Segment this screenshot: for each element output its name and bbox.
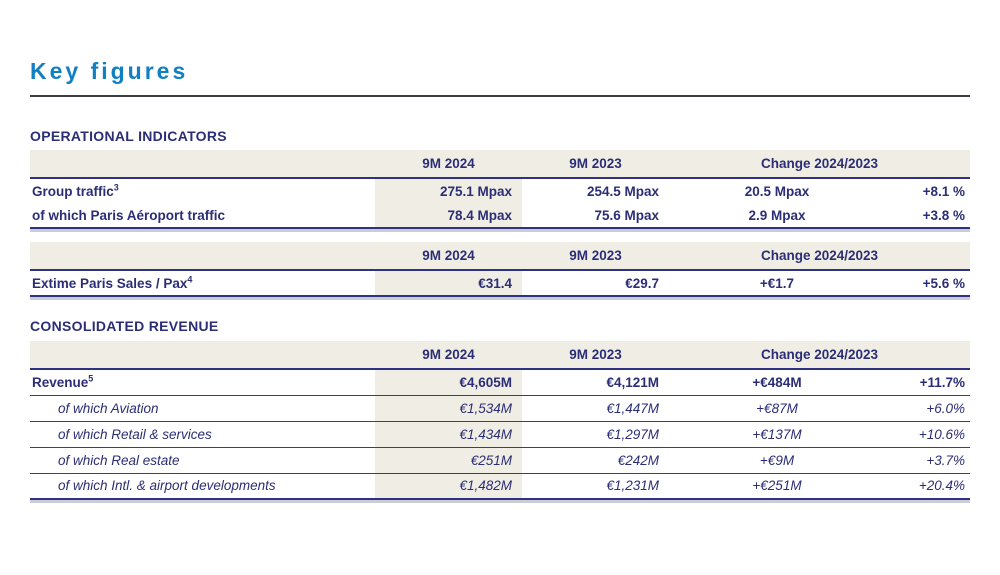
section-heading-consolidated-revenue: CONSOLIDATED REVENUE	[30, 318, 219, 334]
row-label: of which Intl. & airport developments	[30, 473, 375, 500]
value-9m-2023: 254.5 Mpax	[586, 183, 659, 199]
value-change-pct: +10.6%	[885, 421, 971, 448]
row-label: Extime Paris Sales / Pax4	[30, 270, 375, 297]
extime-table: 9M 2024 9M 2023 Change 2024/2023 Extime …	[30, 242, 971, 297]
revenue-table: 9M 2024 9M 2023 Change 2024/2023 Revenue…	[30, 341, 971, 500]
value-9m-2024: €1,534M	[375, 395, 522, 422]
value-9m-2024: 78.4 Mpax	[375, 203, 522, 229]
footnote-ref: 3	[113, 182, 119, 192]
value-change-pct: +3.7%	[885, 447, 971, 474]
traffic-table: 9M 2024 9M 2023 Change 2024/2023 Group t…	[30, 150, 971, 229]
header-9m-2024: 9M 2024	[375, 150, 522, 179]
footnote-ref: 4	[187, 274, 193, 284]
value-9m-2023: 75.6 Mpax	[522, 203, 669, 229]
value-change-pct: +11.7%	[885, 369, 971, 396]
extime-table-header-row: 9M 2024 9M 2023 Change 2024/2023	[30, 242, 971, 271]
header-change: Change 2024/2023	[669, 341, 971, 370]
traffic-table-header-row: 9M 2024 9M 2023 Change 2024/2023	[30, 150, 971, 179]
value-9m-2024: €31.4	[375, 270, 522, 297]
value-9m-2023: €29.7	[522, 270, 669, 297]
header-9m-2023: 9M 2023	[522, 341, 669, 370]
header-change: Change 2024/2023	[669, 242, 971, 271]
value-9m-2024: €1,482M	[375, 473, 522, 500]
header-change: Change 2024/2023	[669, 150, 971, 179]
value-9m-2024: 275.1 Mpax	[375, 178, 522, 203]
value-change-abs: 2.9 Mpax	[669, 203, 885, 229]
header-9m-2024: 9M 2024	[375, 242, 522, 271]
row-label: of which Paris Aéroport traffic	[30, 203, 375, 229]
value-9m-2023: €1,231M	[522, 473, 669, 500]
value-change-abs: +€87M	[669, 395, 885, 422]
title-divider	[30, 95, 970, 97]
header-empty-cell	[30, 150, 375, 179]
table-row-paris-aeroport-traffic: of which Paris Aéroport traffic 78.4 Mpa…	[30, 203, 971, 229]
table-row-real-estate: of which Real estate €251M €242M +€9M +3…	[30, 447, 971, 474]
value-change-abs: +€251M	[669, 473, 885, 500]
value-9m-2024: €251M	[375, 447, 522, 474]
row-label: of which Aviation	[30, 395, 375, 422]
value-9m-2023: €1,297M	[522, 421, 669, 448]
value-9m-2023: €4,121M	[522, 369, 669, 396]
table-row-aviation: of which Aviation €1,534M €1,447M +€87M …	[30, 395, 971, 422]
table-row-revenue-total: Revenue5 €4,605M €4,121M +€484M +11.7%	[30, 369, 971, 396]
value-change-pct: +8.1 %	[922, 183, 966, 199]
value-9m-2024: €1,434M	[375, 421, 522, 448]
value-9m-2023: €1,447M	[522, 395, 669, 422]
header-9m-2023: 9M 2023	[522, 150, 669, 179]
value-9m-2024: €4,605M	[375, 369, 522, 396]
header-empty-cell	[30, 341, 375, 370]
header-9m-2024: 9M 2024	[375, 341, 522, 370]
value-9m-2023: €242M	[522, 447, 669, 474]
section-heading-operational-indicators: OPERATIONAL INDICATORS	[30, 128, 227, 144]
value-change-pct: +3.8 %	[885, 203, 971, 229]
value-change-abs: +€137M	[669, 421, 885, 448]
table-row-intl-airport-developments: of which Intl. & airport developments €1…	[30, 473, 971, 500]
value-change-pct: +20.4%	[885, 473, 971, 500]
header-empty-cell	[30, 242, 375, 271]
value-change-abs: 20.5 Mpax	[744, 183, 810, 199]
value-change-pct: +6.0%	[885, 395, 971, 422]
value-change-abs: +€9M	[669, 447, 885, 474]
value-change-pct: +5.6 %	[885, 270, 971, 297]
table-row-retail-services: of which Retail & services €1,434M €1,29…	[30, 421, 971, 448]
row-label: Revenue5	[30, 369, 375, 396]
row-label: Group traffic3	[32, 182, 119, 199]
row-label: of which Real estate	[30, 447, 375, 474]
table-row-group-traffic: Group traffic3 275.1 Mpax 254.5 Mpax 20.…	[30, 178, 970, 203]
value-change-abs: +€1.7	[669, 270, 885, 297]
table-row-extime-sales-pax: Extime Paris Sales / Pax4 €31.4 €29.7 +€…	[30, 270, 971, 297]
page-title: Key figures	[30, 58, 189, 84]
row-label: of which Retail & services	[30, 421, 375, 448]
footnote-ref: 5	[88, 373, 94, 384]
value-change-abs: +€484M	[669, 369, 885, 396]
revenue-table-header-row: 9M 2024 9M 2023 Change 2024/2023	[30, 341, 971, 370]
header-9m-2023: 9M 2023	[522, 242, 669, 271]
